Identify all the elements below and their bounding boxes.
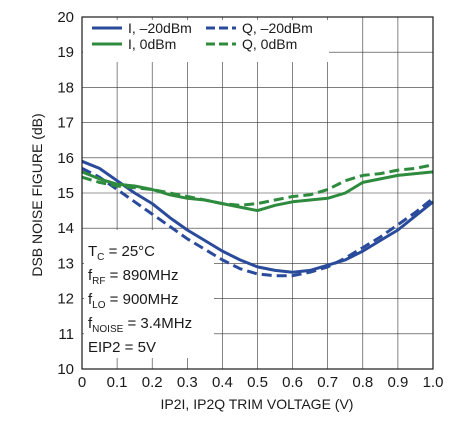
condition-line: fNOISE = 3.4MHz [88,315,192,335]
x-tick-label: 0.7 [317,374,338,391]
x-tick-label: 0.9 [387,374,408,391]
series-line [81,159,434,274]
y-tick-labels: 10 11 12 13 14 15 16 17 18 19 20 [57,9,74,378]
x-tick-labels: 0 0.1 0.2 0.3 0.4 0.5 0.6 0.7 0.8 0.9 1.0 [78,374,444,391]
legend-label: Q, 0dBm [242,36,297,52]
x-tick-label: 0.5 [247,374,268,391]
legend-label: I, 0dBm [128,36,176,52]
x-tick-label: 0.6 [282,374,303,391]
y-tick-label: 11 [58,326,74,343]
y-tick-label: 20 [57,9,74,26]
legend-label: I, –20dBm [128,20,192,36]
condition-line: EIP2 = 5V [88,339,156,356]
condition-line: fLO = 900MHz [88,291,178,311]
series-line [81,167,434,278]
x-axis-title: IP2I, IP2Q TRIM VOLTAGE (V) [161,396,354,412]
condition-line: fRF = 890MHz [88,267,178,287]
condition-line: TC = 25°C [88,243,155,263]
x-tick-label: 0.8 [352,374,373,391]
legend: I, –20dBm Q, –20dBm I, 0dBm Q, 0dBm [92,20,313,52]
x-tick-label: 0 [78,374,86,391]
y-tick-label: 13 [57,255,74,272]
y-tick-label: 10 [57,361,74,378]
y-tick-label: 12 [57,291,74,308]
conditions-text: TC = 25°C fRF = 890MHz fLO = 900MHz fNOISE … [88,243,192,356]
y-tick-label: 19 [57,44,74,61]
x-tick-label: 0.3 [177,374,198,391]
x-tick-label: 1.0 [423,374,444,391]
series-line [81,170,434,213]
x-tick-label: 0.1 [107,374,128,391]
y-tick-label: 14 [57,220,74,237]
y-tick-label: 16 [57,150,74,167]
legend-label: Q, –20dBm [242,20,313,36]
x-tick-label: 0.2 [142,374,163,391]
plot-frame [81,16,434,370]
y-tick-label: 15 [57,185,74,202]
y-tick-label: 18 [57,79,74,96]
series-lines [81,159,434,278]
conditions-background [84,230,214,358]
y-axis-title: DSB NOISE FIGURE (dB) [29,113,45,276]
x-tick-label: 0.4 [212,374,233,391]
conditions-box [84,230,214,358]
y-tick-label: 17 [57,115,74,132]
